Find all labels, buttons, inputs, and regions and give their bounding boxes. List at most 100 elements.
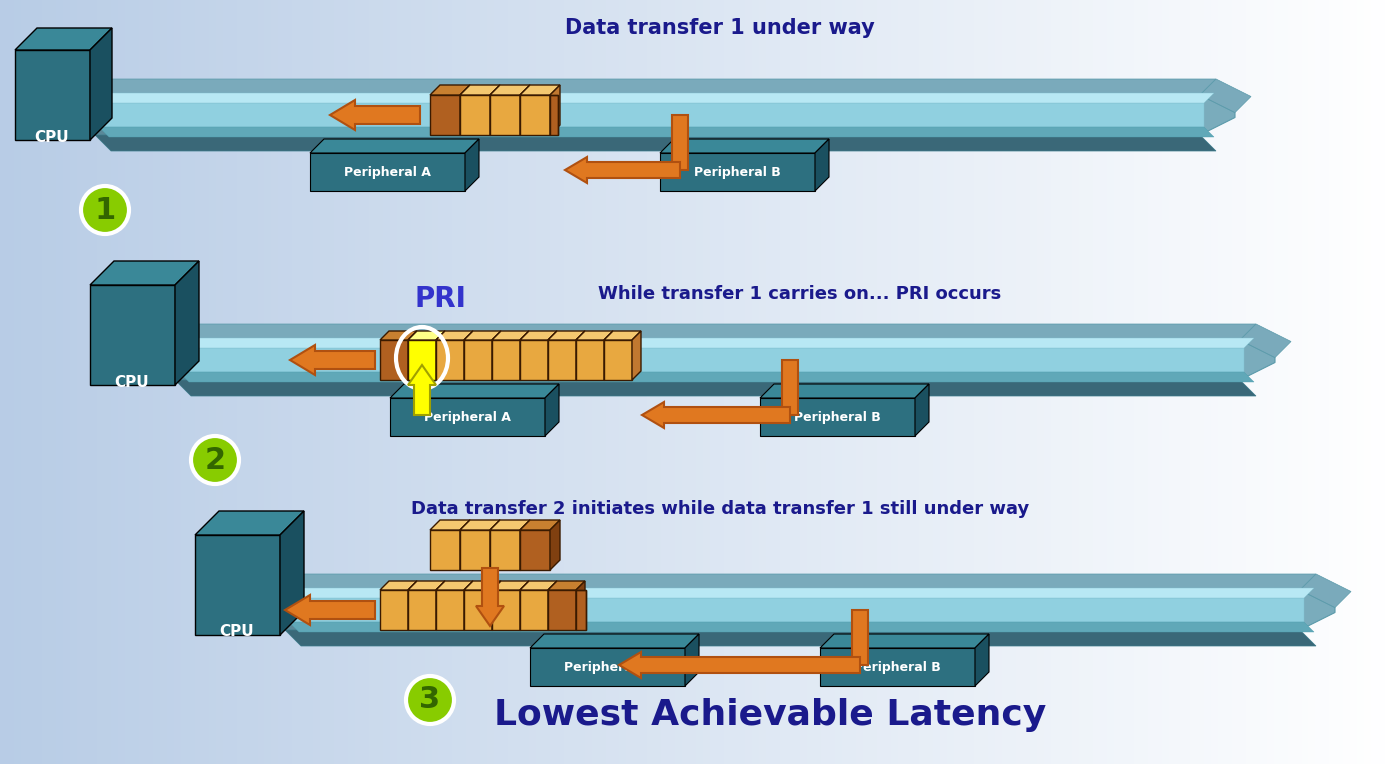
Bar — [70, 0, 77, 764]
Polygon shape — [604, 331, 612, 380]
Bar — [536, 0, 543, 764]
Polygon shape — [430, 95, 459, 135]
Bar — [898, 0, 905, 764]
Bar — [1176, 0, 1183, 764]
Bar — [251, 0, 258, 764]
Bar — [773, 0, 780, 764]
Polygon shape — [576, 331, 612, 340]
Bar — [571, 0, 578, 764]
Bar — [1364, 0, 1371, 764]
Polygon shape — [550, 95, 558, 135]
Polygon shape — [491, 331, 529, 340]
Polygon shape — [195, 535, 280, 635]
Bar — [522, 0, 529, 764]
Bar — [223, 0, 230, 764]
Bar — [264, 0, 271, 764]
Bar — [125, 0, 132, 764]
Polygon shape — [490, 520, 530, 530]
Bar — [202, 0, 209, 764]
Bar — [508, 0, 515, 764]
Bar — [355, 0, 362, 764]
Bar — [543, 0, 550, 764]
Polygon shape — [491, 581, 501, 630]
Bar — [835, 0, 842, 764]
Bar — [633, 0, 640, 764]
Bar — [1016, 0, 1023, 764]
Bar — [487, 0, 494, 764]
Bar — [501, 0, 508, 764]
Bar — [118, 0, 125, 764]
Bar — [209, 0, 216, 764]
Polygon shape — [521, 331, 557, 340]
Bar — [724, 0, 731, 764]
Bar — [1030, 0, 1037, 764]
Polygon shape — [408, 581, 418, 630]
Bar — [1197, 0, 1204, 764]
Bar — [1065, 0, 1072, 764]
Bar — [139, 0, 146, 764]
Bar — [1169, 0, 1176, 764]
Bar — [1086, 0, 1093, 764]
Polygon shape — [521, 95, 550, 135]
Bar — [104, 0, 111, 764]
Bar — [181, 0, 188, 764]
Polygon shape — [90, 285, 175, 385]
Bar — [877, 0, 884, 764]
Polygon shape — [521, 520, 530, 570]
Polygon shape — [95, 135, 1217, 151]
Bar — [1072, 0, 1079, 764]
Polygon shape — [436, 331, 445, 380]
Bar — [689, 0, 696, 764]
Polygon shape — [459, 520, 470, 570]
Text: Peripheral A: Peripheral A — [425, 410, 511, 423]
Polygon shape — [464, 331, 473, 380]
Polygon shape — [180, 348, 1244, 372]
Bar — [390, 0, 397, 764]
Bar — [494, 0, 501, 764]
Bar — [1267, 0, 1274, 764]
Polygon shape — [195, 511, 303, 535]
Bar — [807, 0, 814, 764]
Polygon shape — [464, 581, 473, 630]
Bar — [473, 0, 480, 764]
Bar — [752, 0, 759, 764]
Bar — [111, 0, 118, 764]
Bar — [376, 0, 383, 764]
Polygon shape — [436, 340, 464, 380]
Polygon shape — [280, 511, 303, 635]
Bar — [821, 0, 828, 764]
Bar — [1114, 0, 1121, 764]
Polygon shape — [436, 590, 464, 630]
Polygon shape — [464, 581, 501, 590]
Polygon shape — [491, 590, 521, 630]
Bar — [1288, 0, 1295, 764]
Bar — [947, 0, 954, 764]
Text: Peripheral B: Peripheral B — [695, 166, 781, 179]
Bar — [780, 0, 786, 764]
Polygon shape — [760, 398, 915, 436]
Polygon shape — [459, 520, 500, 530]
Bar — [1107, 0, 1114, 764]
Bar — [1134, 0, 1141, 764]
Polygon shape — [521, 530, 550, 570]
Bar — [341, 0, 348, 764]
Bar — [1211, 0, 1218, 764]
Bar — [167, 0, 174, 764]
Bar — [7, 0, 14, 764]
Bar — [188, 0, 195, 764]
FancyArrow shape — [672, 115, 688, 170]
Polygon shape — [290, 598, 1304, 622]
Bar — [828, 0, 835, 764]
Polygon shape — [436, 581, 473, 590]
Bar — [814, 0, 821, 764]
Bar — [230, 0, 237, 764]
Bar — [926, 0, 933, 764]
Polygon shape — [490, 520, 500, 570]
Circle shape — [191, 436, 239, 484]
Polygon shape — [310, 139, 479, 153]
Polygon shape — [99, 103, 1204, 127]
Polygon shape — [548, 340, 576, 380]
Circle shape — [406, 676, 454, 724]
Polygon shape — [290, 588, 1314, 598]
Polygon shape — [408, 581, 445, 590]
